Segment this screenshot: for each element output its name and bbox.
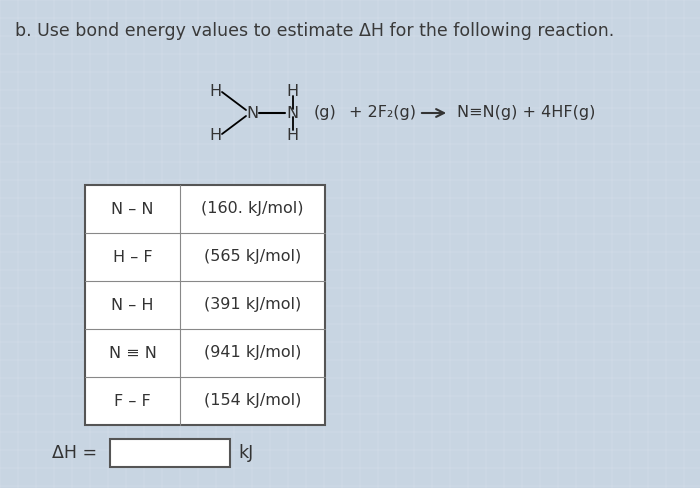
Text: H: H (286, 83, 298, 99)
Text: N: N (286, 105, 298, 121)
Text: N≡N(g) + 4HF(g): N≡N(g) + 4HF(g) (457, 105, 596, 121)
Bar (85, 185, 325, 425)
Text: ΔH =: ΔH = (52, 444, 97, 462)
Text: + 2F₂(g): + 2F₂(g) (349, 105, 416, 121)
Text: b. Use bond energy values to estimate ΔH for the following reaction.: b. Use bond energy values to estimate ΔH… (15, 22, 615, 40)
Text: F – F: F – F (114, 393, 151, 408)
Text: H – F: H – F (113, 249, 153, 264)
Text: (g): (g) (314, 105, 337, 121)
Text: N: N (246, 105, 258, 121)
Text: (154 kJ/mol): (154 kJ/mol) (204, 393, 301, 408)
Text: H: H (286, 127, 298, 142)
Text: kJ: kJ (238, 444, 253, 462)
Text: (391 kJ/mol): (391 kJ/mol) (204, 298, 301, 312)
Text: (941 kJ/mol): (941 kJ/mol) (204, 346, 301, 361)
Text: (565 kJ/mol): (565 kJ/mol) (204, 249, 301, 264)
Text: N – N: N – N (111, 202, 154, 217)
Text: H: H (209, 127, 221, 142)
Text: H: H (209, 83, 221, 99)
Text: (160. kJ/mol): (160. kJ/mol) (202, 202, 304, 217)
Bar (110, 439, 230, 467)
Text: N ≡ N: N ≡ N (108, 346, 156, 361)
Text: N – H: N – H (111, 298, 154, 312)
